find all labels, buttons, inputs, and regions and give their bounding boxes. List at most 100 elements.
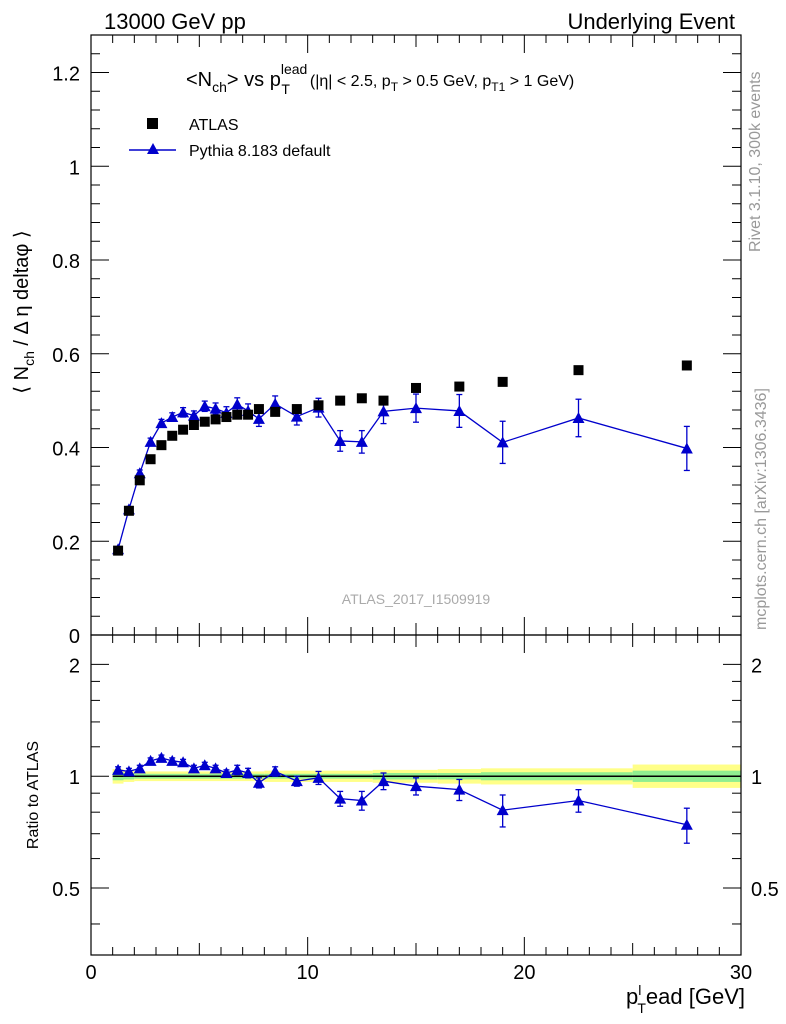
ratio-pythia-point [144, 754, 157, 766]
rivet-label: Rivet 3.1.10, 300k events [747, 71, 764, 252]
title-cond-a: (|η| < 2.5, p [310, 73, 391, 90]
pythia-point [453, 404, 466, 416]
ratio-y-tick-label-right: 0.5 [751, 879, 779, 901]
ratio-pythia-point [312, 771, 325, 783]
chart-title: <Nch> vs plead T (|η| < 2.5, pT > 0.5 GeV,… [186, 61, 574, 97]
xlabel-part-a: p [626, 984, 638, 1009]
xlabel-sub: T [637, 1000, 646, 1016]
title-cond-sub2: T1 [491, 80, 505, 94]
ratio-pythia-point [155, 751, 168, 763]
pythia-point [155, 417, 168, 429]
pythia-point [187, 409, 200, 421]
atlas-point [497, 376, 508, 387]
title-sub-t: T [281, 81, 290, 97]
title-cond-b: > 0.5 GeV, p [398, 73, 491, 90]
atlas-point [253, 404, 264, 415]
pythia-point [166, 411, 179, 423]
ratio-series-layer [112, 751, 693, 844]
ratio-x-tick-label: 0 [85, 962, 96, 984]
pythia-point [231, 398, 244, 410]
ratio-pythia-point [166, 754, 179, 766]
ratio-pythia-point [572, 794, 585, 806]
main-y-tick-label: 0 [69, 626, 80, 648]
pythia-point [177, 406, 190, 418]
ylabel-part-a: ⟨ N [11, 366, 33, 394]
title-cond-c: > 1 GeV) [505, 73, 574, 90]
legend-atlas-label: ATLAS [189, 117, 239, 134]
legend: ATLAS Pythia 8.183 default [129, 117, 331, 160]
pythia-point [377, 405, 390, 417]
atlas-point [232, 409, 243, 420]
ratio-x-axis: 0 10 20 30 [85, 635, 752, 984]
ratio-pythia-point [269, 765, 282, 777]
atlas-point [313, 400, 324, 411]
ratio-pythia-point [122, 765, 135, 777]
pythia-point [290, 410, 303, 422]
atlas-point [178, 424, 189, 435]
ratio-pythia-point [231, 763, 244, 775]
main-y-axis-label: ⟨ Nch / Δ η deltaφ ⟩ [11, 230, 37, 393]
atlas-point [188, 420, 199, 430]
main-series-layer [112, 360, 693, 556]
pythia-point [252, 412, 265, 424]
pythia-point [144, 435, 157, 447]
title-main-a: <N [186, 69, 212, 91]
ratio-pythia-point [220, 767, 233, 779]
ratio-y-axis: 0.5 0.5 1 1 2 2 [52, 655, 779, 925]
header-right: Underlying Event [567, 9, 735, 34]
ratio-pythia-point [252, 776, 265, 788]
title-sub-ch: ch [212, 79, 227, 95]
main-x-axis [90, 35, 742, 635]
ratio-pythia-point [290, 775, 303, 787]
atlas-point [335, 395, 346, 406]
atlas-point [221, 412, 232, 423]
ylabel-sub: ch [21, 351, 37, 366]
mcplots-label: mcplots.cern.ch [arXiv:1306.3436] [753, 388, 770, 630]
ratio-band-layer [112, 764, 741, 788]
ratio-pythia-point [496, 804, 509, 816]
ylabel-part-b: / Δ η deltaφ ⟩ [11, 230, 33, 351]
ratio-y-tick-label-left: 0.5 [52, 879, 80, 901]
legend-atlas-marker [147, 118, 158, 129]
atlas-point [270, 406, 281, 417]
pythia-point [410, 402, 422, 414]
ratio-y-tick-label-left: 1 [69, 767, 80, 789]
ratio-pythia-point [198, 759, 211, 771]
pythia-point [572, 411, 585, 423]
ratio-pythia-point [209, 762, 222, 774]
x-axis-label: pl Tead [GeV] [626, 982, 745, 1016]
atlas-point [243, 409, 254, 420]
ratio-pythia-point [187, 762, 200, 774]
ratio-y-tick-label-right: 1 [751, 767, 762, 789]
legend-pythia-marker [147, 143, 159, 154]
ratio-pythia-point [112, 763, 125, 775]
ratio-x-tick-label: 30 [730, 962, 752, 984]
ratio-pythia-point [453, 783, 466, 795]
title-sup-lead: lead [281, 61, 307, 77]
atlas-point [167, 430, 178, 441]
atlas-point [454, 381, 465, 392]
ratio-y-tick-label-left: 2 [69, 655, 80, 677]
main-y-tick-label: 1 [69, 157, 80, 179]
main-y-axis: 0 0.2 0.4 0.6 0.8 1 1.2 [52, 34, 741, 648]
atlas-point [356, 393, 367, 404]
atlas-point [199, 416, 210, 427]
ratio-pythia-point [410, 780, 422, 792]
atlas-point [145, 454, 156, 465]
atlas-point [291, 404, 302, 415]
title-cond-sub1: T [391, 80, 399, 94]
pythia-point [269, 397, 282, 409]
ratio-pythia-point [242, 767, 255, 779]
pythia-point [355, 435, 368, 447]
ratio-y-axis-label: Ratio to ATLAS [25, 741, 42, 849]
main-y-tick-label: 0.8 [52, 251, 80, 273]
main-y-tick-label: 0.2 [52, 532, 80, 554]
pythia-point [198, 400, 211, 412]
main-y-tick-label: 0.4 [52, 439, 80, 461]
ratio-x-tick-label: 20 [513, 962, 535, 984]
xlabel-sup: l [638, 982, 641, 998]
ratio-pythia-point [334, 792, 347, 804]
atlas-point [378, 395, 389, 406]
ratio-pythia-point [377, 775, 390, 787]
